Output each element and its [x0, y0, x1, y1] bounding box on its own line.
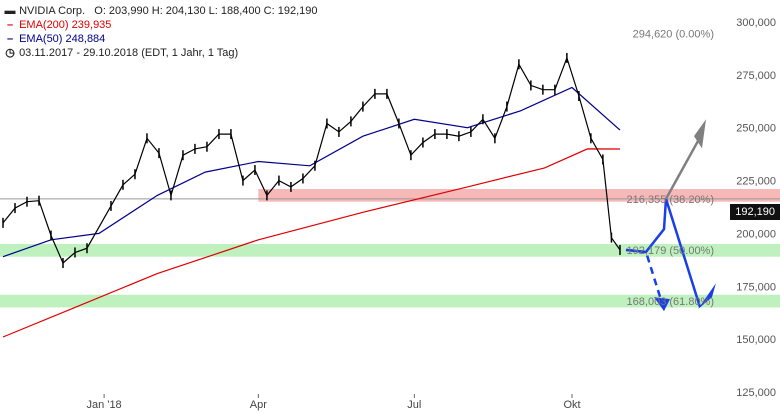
y-tick-label-3: 200,000 — [736, 228, 776, 240]
last-price-badge: 192,190 — [730, 204, 780, 220]
y-tick-label-1: 150,000 — [736, 334, 776, 346]
ema200-swatch-icon: – — [6, 19, 14, 31]
price-line-layer — [2, 52, 621, 269]
ema50-line — [2, 86, 621, 258]
ema200-line — [2, 148, 621, 338]
ohlc-values: O: 203,990 H: 204,130 L: 188,400 C: 192,… — [94, 5, 318, 17]
x-tick-label-2: Jul — [407, 399, 421, 411]
fib-level-label-2: 192,179 (50.00%) — [627, 245, 714, 257]
y-tick-label-6: 275,000 — [736, 70, 776, 82]
y-tick-label-0: 125,000 — [736, 387, 776, 399]
ema50-line-layer — [2, 86, 621, 258]
blue-arrowhead-icon — [698, 283, 716, 310]
level-zone-3 — [0, 294, 780, 308]
chart-icon: ▬ — [4, 5, 16, 17]
period-range: 03.11.2017 - 29.10.2018 — [19, 47, 139, 59]
y-tick-label-7: 300,000 — [736, 17, 776, 29]
ema50-value: 248,884 — [65, 33, 106, 45]
instrument-name: NVIDIA Corp. — [19, 5, 86, 17]
fib-level-labels: 294,620 (0.00%) 216,355 (38.20%) 192,179 (… — [627, 28, 714, 308]
x-tick-label-0: Jan '18 — [87, 399, 122, 411]
y-tick-label-2: 175,000 — [736, 281, 776, 293]
ema200-line-layer — [2, 148, 621, 338]
scenario-arrows — [625, 119, 716, 312]
dashed-arrowhead-icon — [654, 297, 670, 312]
clock-icon: ◷ — [5, 47, 15, 59]
close-price-line — [2, 56, 621, 264]
ema50-swatch-icon: – — [6, 33, 14, 45]
legend-ema50-row: – EMA(50) 248,884 — [4, 32, 318, 46]
x-tick-label-1: Apr — [250, 399, 267, 411]
y-axis: 125,000 150,000 175,000 200,000 225,000 250,0… — [736, 17, 776, 399]
dashed-scenario-arrow — [625, 248, 664, 304]
x-axis: Jan '18 Apr Jul Okt — [87, 394, 581, 411]
period-info: (EDT, 1 Jahr, 1 Tag) — [141, 47, 239, 59]
fib-level-label-3: 168,003 (61.80%) — [627, 296, 714, 308]
ema200-label: EMA(200) — [19, 19, 69, 31]
legend-ema200-row: – EMA(200) 239,935 — [4, 18, 318, 32]
fib-level-label-0: 294,620 (0.00%) — [633, 28, 714, 40]
legend-period-row: ◷ 03.11.2017 - 29.10.2018 (EDT, 1 Jahr, … — [4, 46, 318, 60]
grey-scenario-arrow — [664, 131, 705, 200]
legend-title-row: ▬ NVIDIA Corp. O: 203,990 H: 204,130 L: … — [4, 4, 318, 18]
ema50-label: EMA(50) — [19, 33, 63, 45]
y-tick-label-5: 250,000 — [736, 123, 776, 135]
grey-arrowhead-icon — [694, 119, 706, 149]
fib-level-label-1: 216,355 (38.20%) — [627, 194, 714, 206]
y-tick-label-4: 225,000 — [736, 176, 776, 188]
x-tick-label-3: Okt — [563, 399, 580, 411]
chart-legend: ▬ NVIDIA Corp. O: 203,990 H: 204,130 L: … — [4, 4, 318, 60]
level-zone-2 — [0, 244, 780, 257]
ema200-value: 239,935 — [71, 19, 112, 31]
